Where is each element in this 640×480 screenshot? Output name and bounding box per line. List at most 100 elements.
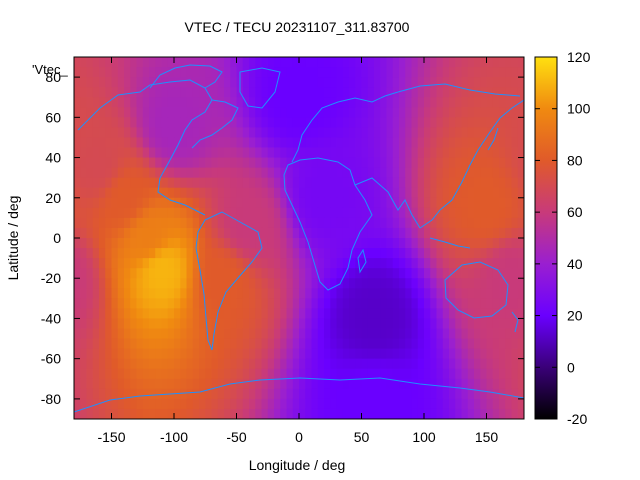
heat-cell	[311, 147, 319, 159]
heat-cell	[186, 248, 194, 259]
heat-cell	[86, 187, 94, 199]
heat-cell	[74, 348, 81, 360]
heat-cell	[436, 147, 444, 159]
heat-cell	[117, 97, 125, 108]
heat-cell	[149, 348, 156, 360]
heat-cell	[224, 197, 231, 209]
heat-cell	[499, 167, 506, 179]
heat-cell	[142, 67, 150, 78]
heat-cell	[342, 258, 350, 269]
heat-cell	[330, 167, 338, 179]
heat-cell	[480, 308, 488, 320]
heat-cell	[124, 97, 131, 108]
heat-cell	[336, 338, 344, 350]
heat-cell	[386, 157, 394, 169]
heat-cell	[442, 378, 450, 390]
heat-cell	[136, 368, 144, 380]
heat-cell	[111, 338, 119, 350]
heat-cell	[392, 338, 400, 350]
heat-cell	[174, 157, 181, 169]
heat-cell	[267, 77, 275, 88]
heat-cell	[336, 87, 344, 98]
heat-cell	[286, 67, 294, 78]
heat-cell	[117, 298, 125, 309]
heat-cell	[230, 207, 238, 219]
heat-cell	[349, 147, 356, 159]
heat-cell	[117, 378, 125, 390]
heat-cell	[261, 57, 269, 68]
heat-cell	[192, 358, 200, 370]
heat-cell	[442, 227, 450, 239]
heat-cell	[380, 338, 388, 350]
heat-cell	[186, 358, 194, 370]
heat-cell	[336, 177, 344, 189]
heat-cell	[455, 217, 463, 229]
heat-cell	[211, 107, 219, 118]
heat-cell	[430, 288, 438, 299]
heat-cell	[461, 258, 469, 269]
heat-cell	[130, 107, 138, 118]
heat-cell	[474, 388, 481, 400]
heat-cell	[130, 187, 138, 199]
heat-cell	[305, 398, 313, 410]
heat-cell	[292, 57, 300, 68]
heat-cell	[430, 388, 438, 400]
heat-cell	[80, 127, 88, 139]
heat-cell	[442, 97, 450, 108]
heat-cell	[86, 328, 94, 340]
heat-cell	[474, 227, 481, 239]
heat-cell	[417, 258, 425, 269]
heat-cell	[492, 308, 500, 320]
heat-cell	[105, 87, 113, 98]
heat-cell	[236, 187, 244, 199]
heat-cell	[342, 398, 350, 410]
heat-cell	[155, 398, 163, 410]
heat-cell	[155, 87, 163, 98]
heat-cell	[255, 268, 263, 279]
heat-cell	[80, 197, 88, 209]
heat-cell	[361, 97, 369, 108]
heat-cell	[505, 258, 513, 269]
heat-cell	[86, 207, 94, 219]
heat-cell	[442, 368, 450, 380]
heat-cell	[424, 408, 431, 419]
heat-cell	[355, 197, 363, 209]
heat-cell	[499, 217, 506, 229]
heat-cell	[449, 388, 456, 400]
heat-cell	[461, 398, 469, 410]
heat-cell	[361, 157, 369, 169]
heat-cell	[174, 227, 181, 239]
heat-cell	[149, 77, 156, 88]
heat-cell	[86, 147, 94, 159]
heat-cell	[117, 268, 125, 279]
heat-cell	[230, 117, 238, 128]
heat-cell	[505, 167, 513, 179]
heat-cell	[86, 338, 94, 350]
heat-cell	[261, 87, 269, 98]
heat-cell	[155, 197, 163, 209]
heat-cell	[199, 348, 206, 360]
x-axis: -150 -100 -50 0 50 100 150	[97, 57, 498, 445]
heat-cell	[355, 207, 363, 219]
heat-cell	[386, 87, 394, 98]
heat-cell	[505, 358, 513, 370]
heat-cell	[80, 338, 88, 350]
heat-cell	[311, 57, 319, 68]
heat-cell	[167, 57, 175, 68]
heat-cell	[130, 248, 138, 259]
heat-cell	[430, 97, 438, 108]
heat-cell	[511, 278, 519, 289]
heat-cell	[217, 77, 225, 88]
heat-cell	[224, 408, 231, 419]
heat-cell	[349, 398, 356, 410]
heat-cell	[174, 137, 181, 149]
heat-cell	[411, 238, 419, 249]
heat-cell	[192, 298, 200, 309]
heat-cell	[405, 408, 413, 419]
heat-cell	[255, 378, 263, 390]
heat-cell	[286, 318, 294, 330]
heat-cell	[411, 197, 419, 209]
heat-cell	[417, 167, 425, 179]
heat-cell	[286, 358, 294, 370]
heat-cell	[130, 308, 138, 320]
